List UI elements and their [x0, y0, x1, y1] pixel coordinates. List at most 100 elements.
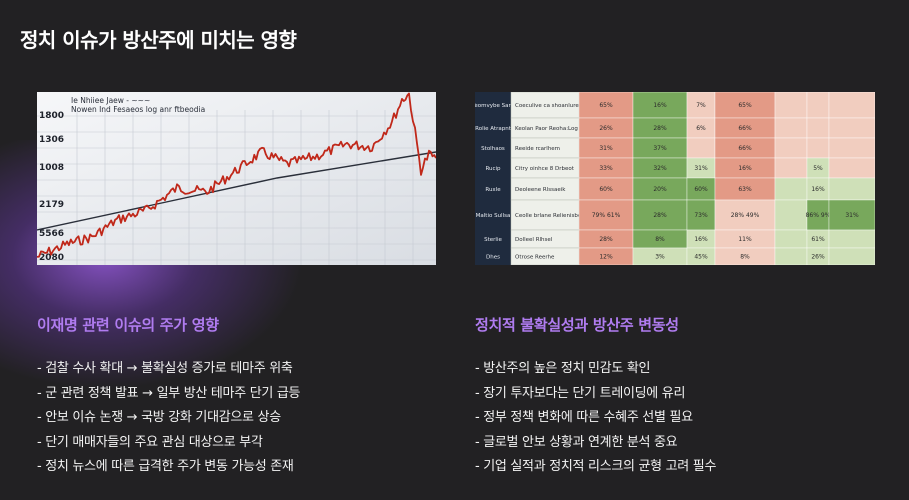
heatmap-cell-value: 16% [811, 186, 825, 193]
heatmap-cell [828, 199, 875, 231]
heatmap-cell [828, 137, 875, 159]
stock-chart-image: Ie Nhiiee Jaew - ~~~ Nowen Ind Fesaeos lo… [37, 92, 436, 265]
heatmap-row-label: Reeide rcarlhem [515, 146, 560, 152]
heatmap-cell-value: 8% [740, 254, 750, 261]
price-line [37, 92, 436, 258]
left-heading: 이재명 관련 이슈의 주가 영향 [37, 316, 219, 334]
heatmap-cell-value: 37% [653, 145, 667, 152]
heatmap-cell-value: 28% [599, 236, 613, 243]
heatmap-cell-value: 28% [653, 125, 667, 132]
heatmap-cell-value: 26% [811, 254, 825, 261]
heatmap-cell [686, 92, 716, 119]
heatmap-cell [806, 137, 830, 159]
heatmap-cell [806, 92, 830, 119]
heatmap-cell-value: 79% 61% [592, 212, 621, 219]
chart-header-text: Ie Nhiiee Jaew - ~~~ [71, 96, 150, 105]
heatmap-row-label: Citry oinhce 8 Drbeot [515, 166, 575, 172]
heatmap-cell [686, 137, 716, 159]
left-column: 이재명 관련 이슈의 주가 영향 - 검찰 수사 확대 → 불확실성 증가로 테… [37, 300, 437, 480]
heatmap-row-header: Rucip [485, 166, 501, 172]
right-heading: 정치적 불확실성과 방산주 변동성 [475, 316, 679, 334]
heatmap-cell [828, 157, 875, 179]
heatmap-cell-value: 5% [813, 165, 823, 172]
heatmap-cell-value: 16% [694, 236, 708, 243]
heatmap-cell-value: 12% [599, 254, 613, 261]
list-item: - 군 관련 정책 발표 → 일부 방산 테마주 단기 급등 [37, 385, 301, 401]
heatmap-row-label: Keolan Paor Reoha:Log [515, 126, 578, 132]
list-item: - 단기 매매자들의 주요 관심 대상으로 부각 [37, 434, 263, 450]
heatmap-row-header: Ruxle [485, 187, 501, 193]
heatmap-row-header: Maltio Sullsa [476, 213, 511, 219]
heatmap-cell [578, 199, 634, 231]
heatmap-row-label: Deoleene Rlssaeik [515, 187, 566, 193]
heatmap-cell-value: 31% [845, 212, 859, 219]
stock-chart-graphic: Ie Nhiiee Jaew - ~~~Nowen Ind Fesaeos lo… [37, 92, 436, 265]
right-bullet-list: - 방산주의 높은 정치 민감도 확인 - 장기 투자보다는 단기 트레이딩에 … [475, 357, 875, 480]
heatmap-cell-value: 66% [738, 145, 752, 152]
heatmap-row-header: Stolhaos [481, 146, 505, 152]
heatmap-row-header: Sterlie [484, 237, 502, 243]
heatmap-cell [774, 247, 808, 265]
heatmap-cell [714, 199, 776, 231]
heatmap-cell [774, 199, 808, 231]
heatmap-cell-value: 8% [655, 236, 665, 243]
heatmap-cell [774, 177, 808, 201]
heatmap-cell [828, 117, 875, 139]
heatmap-cell-value: 60% [694, 186, 708, 193]
page-title: 정치 이슈가 방산주에 미치는 영향 [20, 28, 297, 52]
list-item: - 정부 정책 변화에 따른 수혜주 선별 필요 [475, 410, 693, 425]
heatmap-cell-value: 65% [599, 102, 613, 109]
chart-y-label: 5566 [39, 229, 64, 239]
heatmap-cell-value: 33% [599, 165, 613, 172]
heatmap-cell-value: 32% [653, 165, 667, 172]
heatmap-cell-value: 45% [694, 254, 708, 261]
left-bullet-list: - 검찰 수사 확대 → 불확실성 증가로 테마주 위축 - 군 관련 정책 발… [37, 357, 437, 480]
heatmap-cell-value: 31% [599, 145, 613, 152]
heatmap-cell [828, 177, 875, 201]
heatmap-row-header-column [475, 92, 511, 265]
chart-y-label: 1306 [39, 135, 64, 145]
heatmap-cell-value: 28% 49% [731, 212, 760, 219]
heatmap-cell [632, 199, 688, 231]
heatmap-cell-value: 61% [811, 236, 825, 243]
heatmap-cell [774, 92, 808, 119]
heatmap-cell-value: 7% [696, 102, 706, 109]
chart-header-text: Nowen Ind Fesaeos log anr ftbeodia [71, 105, 205, 114]
heatmap-row-label: Ceolle brlane Relienisbe Rere [515, 213, 596, 219]
list-item: - 방산주의 높은 정치 민감도 확인 [475, 361, 651, 376]
heatmap-cell-value: 20% [653, 186, 667, 193]
heatmap-cell-value: 3% [655, 254, 665, 261]
heatmap-row-header: Dhes [486, 255, 500, 261]
heatmap-row-label: Otrose Reerhe [515, 255, 555, 261]
heatmap-cell [774, 117, 808, 139]
heatmap-cell-value: 60% [599, 186, 613, 193]
list-item: - 안보 이슈 논쟁 → 국방 강화 기대감으로 상승 [37, 410, 281, 425]
chart-y-label: 1008 [39, 163, 64, 173]
heatmap-cell [774, 229, 808, 249]
list-item: - 정치 뉴스에 따른 급격한 주가 변동 가능성 존재 [37, 459, 294, 474]
heatmap-row-header: Rolie Atrapnt [475, 126, 512, 132]
heatmap-cell [828, 92, 875, 119]
heatmap-cell [828, 247, 875, 265]
chart-y-label: 2080 [39, 253, 64, 263]
heatmap-cell-value: 86% 9% [806, 212, 831, 219]
chart-y-label: 1800 [39, 111, 64, 121]
heatmap-cell [714, 92, 776, 119]
heatmap-cell [774, 137, 808, 159]
list-item: - 검찰 수사 확대 → 불확실성 증가로 테마주 위축 [37, 361, 293, 376]
heatmap-table-image: Teomvybe Saro Coeculive ca shoanlure s 65%… [475, 92, 875, 265]
heatmap-cell [774, 157, 808, 179]
heatmap-row-label: Dolleel Rlhsel [515, 237, 553, 243]
heatmap-row-header: Teomvybe Saro [475, 103, 515, 109]
heatmap-cell-value: 66% [738, 125, 752, 132]
right-column: 정치적 불확실성과 방산주 변동성 - 방산주의 높은 정치 민감도 확인 - … [475, 300, 875, 480]
heatmap-row-label: Coeculive ca shoanlure s [515, 103, 584, 109]
heatmap-cell-value: 16% [738, 165, 752, 172]
heatmap-graphic: Teomvybe Saro Coeculive ca shoanlure s 65%… [475, 92, 875, 265]
heatmap-cell [806, 117, 830, 139]
list-item: - 글로벌 안보 상황과 연계한 분석 중요 [475, 434, 678, 450]
heatmap-cell-value: 65% [738, 102, 752, 109]
heatmap-cell-value: 73% [694, 212, 708, 219]
heatmap-cell-value: 31% [694, 165, 708, 172]
heatmap-cell-value: 28% [653, 212, 667, 219]
